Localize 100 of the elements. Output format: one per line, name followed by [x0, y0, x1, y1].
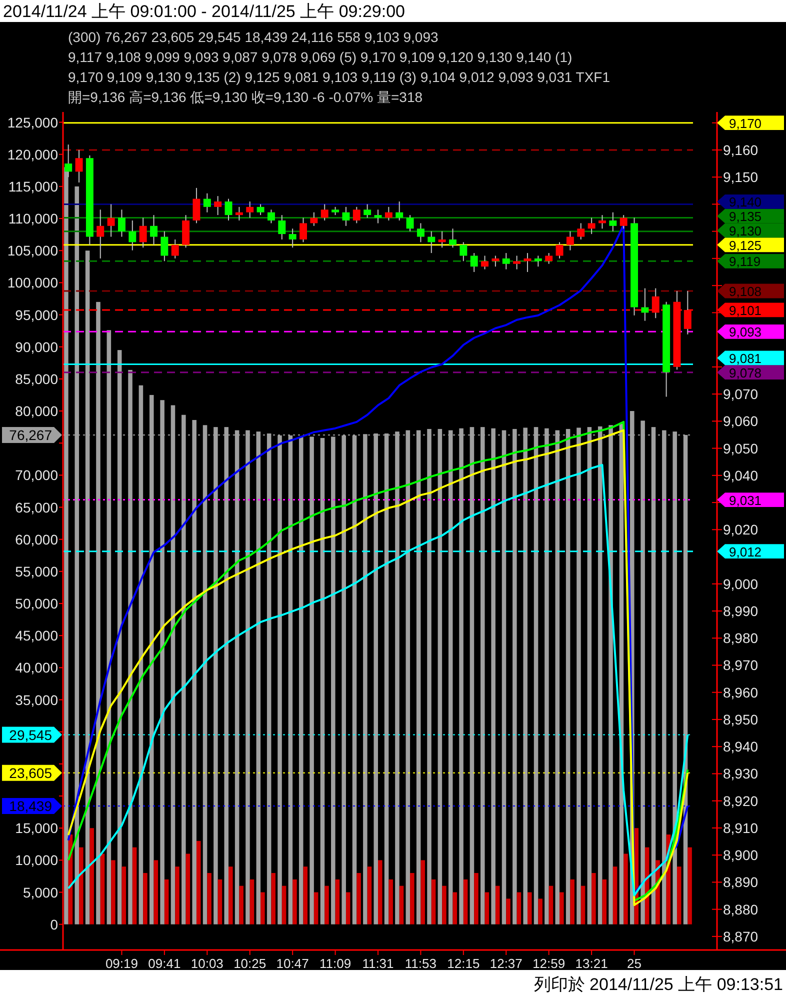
candlestick	[64, 144, 72, 178]
candlestick	[235, 206, 243, 221]
bar	[271, 873, 276, 924]
y-tick-label: 90,000	[15, 338, 58, 355]
candlestick	[352, 206, 360, 224]
y-tick-label: 125,000	[7, 114, 58, 130]
bar	[186, 854, 190, 924]
bar	[260, 892, 265, 924]
candlestick	[320, 204, 328, 221]
y2-tick-label: 9,050	[723, 440, 758, 456]
candlestick	[224, 198, 232, 221]
y-tick-label: 65,000	[15, 499, 58, 516]
y-tick-label: 115,000	[8, 178, 58, 194]
bar	[560, 892, 564, 924]
text: 開=9,136 高=9,136 低=9,130 收=9,130 -6 -0.07% 量=318	[68, 89, 423, 105]
bar	[79, 847, 84, 924]
bar	[495, 886, 500, 924]
bar	[335, 879, 340, 924]
bar	[548, 886, 554, 924]
candlestick	[267, 209, 275, 224]
tag: 9,081	[717, 350, 784, 366]
candlestick	[374, 209, 382, 224]
text: 9,170 9,109 9,130 9,135 (2) 9,125 9,081 9,103 9,119 (3) 9,104 9,012 9,093 9,031 TXF1	[68, 69, 610, 85]
candlestick	[118, 209, 126, 238]
y-tick-label: 15,000	[15, 820, 58, 836]
bar	[399, 886, 404, 924]
candlestick	[75, 149, 83, 184]
candlestick	[300, 217, 307, 243]
x-tick-label: 12:37	[490, 956, 522, 971]
candlestick	[620, 214, 628, 230]
y-tick-label: 120,000	[7, 146, 58, 162]
candlestick	[171, 238, 179, 259]
candlestick	[513, 255, 521, 270]
y2-tick-label: 9,150	[723, 169, 758, 186]
ref-line-label: 9,125	[729, 238, 762, 253]
bar	[676, 866, 682, 924]
bar	[688, 847, 692, 924]
y-tick-label: 35,000	[15, 692, 58, 708]
y2-tick-label: 9,070	[723, 386, 758, 402]
x-tick-label: 11:09	[320, 956, 352, 971]
ref-line-label: 9,101	[729, 302, 762, 318]
candlestick	[481, 255, 489, 270]
candlestick	[577, 222, 585, 240]
candlestick	[545, 252, 553, 264]
candlestick	[192, 187, 200, 224]
bar	[143, 873, 148, 924]
bar	[228, 866, 233, 924]
candlestick	[449, 228, 456, 248]
candlestick	[428, 230, 436, 254]
y2-tick-label: 9,000	[723, 576, 758, 592]
candlestick	[342, 206, 350, 226]
ref-line-label: 23,605	[9, 764, 52, 781]
y-tick-label: 55,000	[15, 563, 58, 580]
y-tick-label: 80,000	[15, 403, 58, 420]
y-tick-label: 95,000	[15, 306, 58, 323]
candlestick	[502, 252, 510, 270]
ref-line-label: 9,081	[729, 350, 762, 366]
bar	[452, 892, 458, 924]
ref-line-label: 29,545	[9, 726, 52, 743]
bar	[154, 860, 158, 924]
tag: 9,012	[717, 544, 784, 560]
bar	[442, 886, 446, 924]
candlestick	[310, 212, 318, 226]
x-tick-label: 10:25	[234, 956, 266, 971]
bar	[592, 873, 596, 924]
candlestick	[160, 230, 168, 262]
ref-line-label: 18,439	[9, 798, 52, 814]
ref-line-label: 9,119	[729, 254, 761, 270]
candlestick	[139, 217, 147, 248]
ref-line-label: 9,135	[729, 209, 762, 224]
bar	[239, 886, 244, 924]
candlestick	[364, 204, 372, 218]
x-tick-label: 09:19	[105, 956, 138, 971]
candlestick	[588, 217, 596, 235]
ref-line-label: 76,267	[9, 426, 52, 443]
y-tick-label: 70,000	[15, 467, 58, 484]
candlestick	[492, 255, 500, 268]
candlestick	[288, 228, 296, 248]
y2-tick-label: 8,890	[723, 874, 758, 890]
ref-line-label: 9,093	[729, 324, 762, 340]
y2-tick-label: 8,970	[723, 657, 758, 674]
text: 9,117 9,108 9,099 9,093 9,087 9,078 9,069 (5) 9,170 9,109 9,120 9,130 9,140 (1)	[68, 49, 572, 65]
candlestick	[396, 200, 404, 221]
text: (300) 76,267 23,605 29,545 18,439 24,116 558 9,103 9,093	[68, 29, 439, 45]
y2-tick-label: 8,900	[723, 847, 758, 864]
y2-tick-label: 9,060	[723, 413, 758, 430]
tag: 18,439	[2, 798, 62, 814]
bar	[431, 879, 436, 924]
bar	[207, 873, 212, 924]
y-tick-label: 0	[50, 916, 58, 932]
y2-tick-label: 8,940	[723, 738, 758, 755]
x-tick-label: 25	[627, 956, 642, 971]
y2-tick-label: 8,930	[723, 766, 758, 782]
y-tick-label: 45,000	[15, 628, 58, 644]
bar	[410, 873, 414, 924]
candlestick	[556, 242, 564, 259]
bar	[356, 873, 361, 924]
candlestick	[214, 196, 222, 216]
tag: 9,078	[717, 365, 784, 380]
candlestick	[460, 242, 468, 262]
